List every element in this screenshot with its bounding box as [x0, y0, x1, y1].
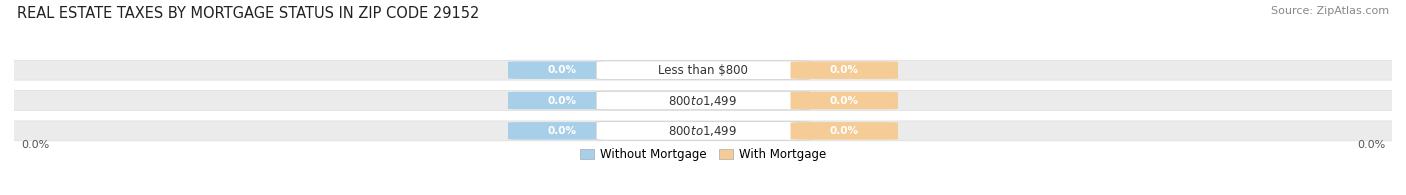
FancyBboxPatch shape — [1, 60, 1405, 80]
Text: REAL ESTATE TAXES BY MORTGAGE STATUS IN ZIP CODE 29152: REAL ESTATE TAXES BY MORTGAGE STATUS IN … — [17, 6, 479, 21]
FancyBboxPatch shape — [790, 92, 898, 109]
FancyBboxPatch shape — [790, 122, 898, 140]
FancyBboxPatch shape — [508, 92, 616, 109]
FancyBboxPatch shape — [790, 61, 898, 79]
Text: 0.0%: 0.0% — [830, 65, 859, 75]
FancyBboxPatch shape — [596, 122, 810, 140]
FancyBboxPatch shape — [1, 91, 1405, 111]
Text: 0.0%: 0.0% — [830, 96, 859, 105]
Text: 0.0%: 0.0% — [547, 65, 576, 75]
Text: 0.0%: 0.0% — [830, 126, 859, 136]
Text: Less than $800: Less than $800 — [658, 64, 748, 77]
Text: 0.0%: 0.0% — [547, 96, 576, 105]
FancyBboxPatch shape — [1, 121, 1405, 141]
FancyBboxPatch shape — [596, 91, 810, 110]
Text: $800 to $1,499: $800 to $1,499 — [668, 94, 738, 107]
Text: Source: ZipAtlas.com: Source: ZipAtlas.com — [1271, 6, 1389, 16]
Text: $800 to $1,499: $800 to $1,499 — [668, 124, 738, 138]
Legend: Without Mortgage, With Mortgage: Without Mortgage, With Mortgage — [575, 143, 831, 166]
Text: 0.0%: 0.0% — [1357, 140, 1385, 150]
Text: 0.0%: 0.0% — [547, 126, 576, 136]
FancyBboxPatch shape — [508, 122, 616, 140]
FancyBboxPatch shape — [596, 61, 810, 79]
FancyBboxPatch shape — [508, 61, 616, 79]
Text: 0.0%: 0.0% — [21, 140, 49, 150]
